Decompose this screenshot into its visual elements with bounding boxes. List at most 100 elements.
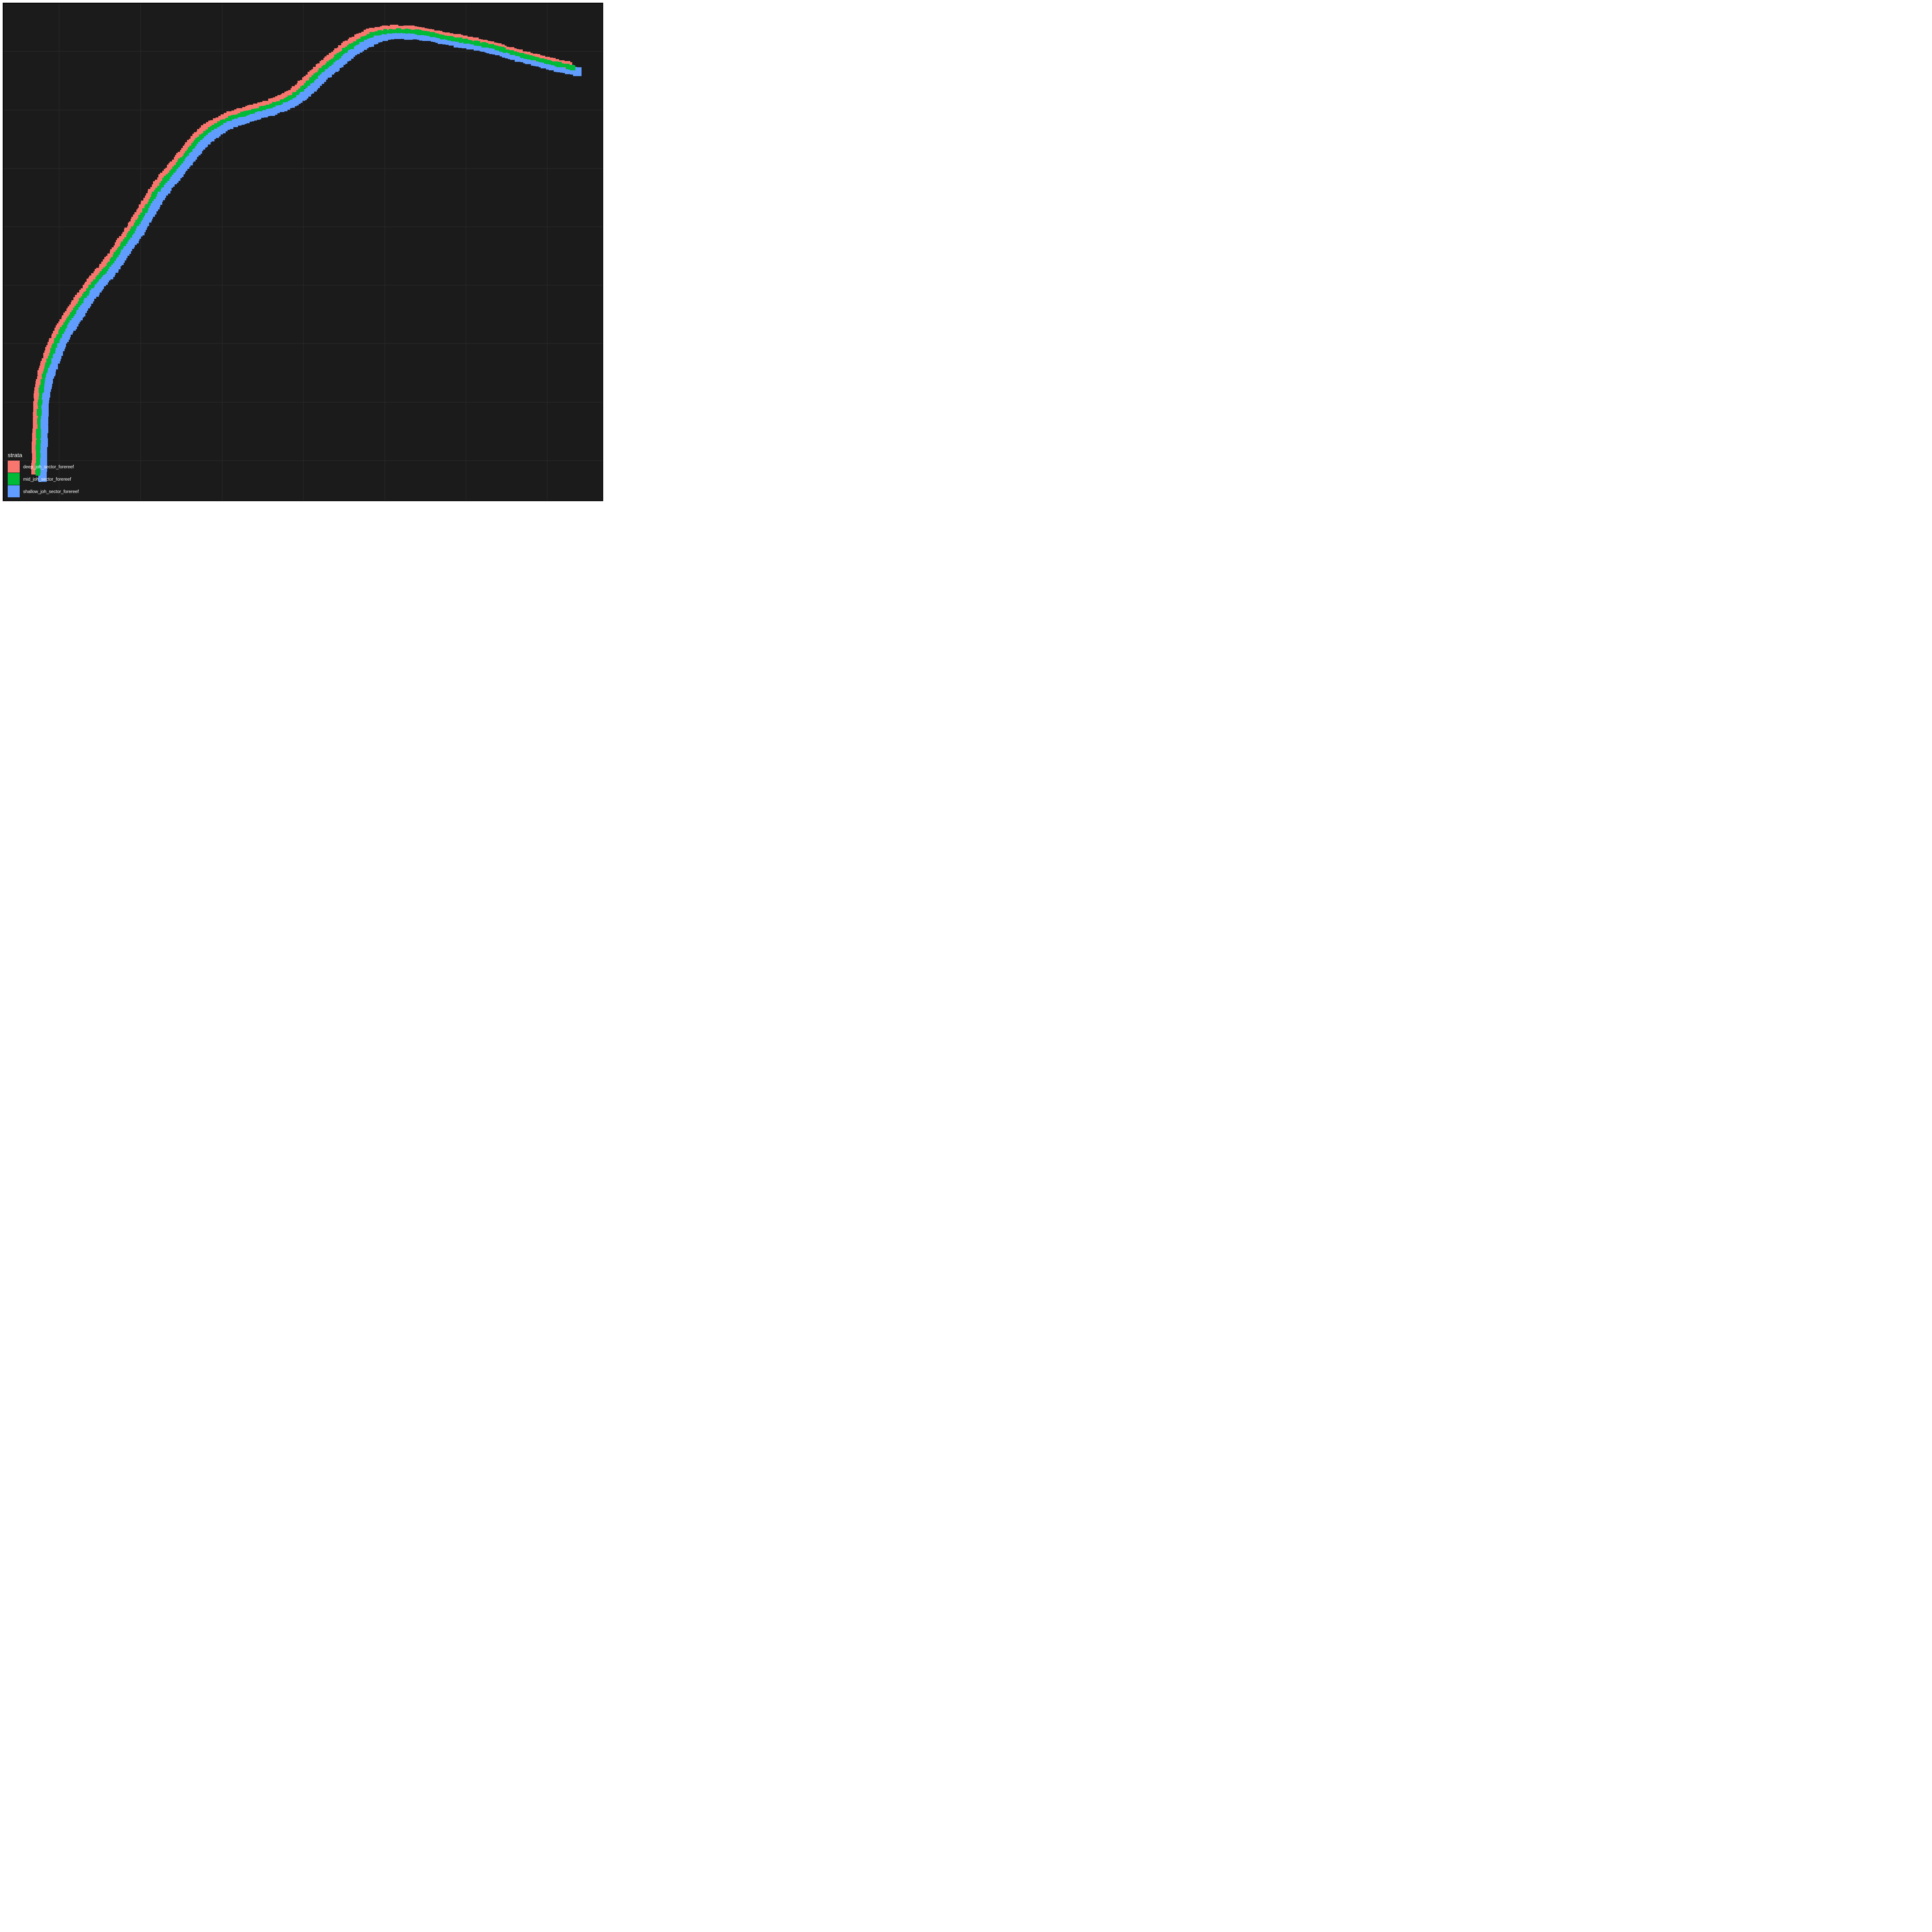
mid-stratum-cell <box>75 306 78 310</box>
mid-stratum-cell <box>435 34 439 38</box>
mid-stratum-cell <box>451 37 454 41</box>
mid-stratum-cell <box>97 275 101 279</box>
mid-stratum-cell <box>37 412 42 416</box>
mid-stratum-cell <box>405 29 408 34</box>
mid-stratum-cell <box>257 108 260 111</box>
mid-stratum-cell <box>41 379 45 383</box>
mid-stratum-cell <box>133 225 137 228</box>
mid-stratum-cell <box>37 402 42 405</box>
legend-swatch-deep <box>8 461 20 473</box>
mid-stratum-cell <box>300 86 304 92</box>
legend-label-deep: deep_joh_sector_forereef <box>23 465 74 469</box>
mid-stratum-cell <box>82 294 87 298</box>
mid-stratum-cell <box>52 344 57 348</box>
mid-stratum-cell <box>39 391 43 395</box>
mid-stratum-cell <box>38 415 41 419</box>
mid-stratum-cell <box>566 64 570 69</box>
mid-stratum-cell <box>37 437 40 441</box>
mid-stratum-cell <box>37 420 41 424</box>
mid-stratum-cell <box>536 57 539 61</box>
legend-swatch-mid <box>8 473 20 485</box>
mid-stratum-cell <box>408 29 411 33</box>
mid-stratum-cell <box>510 50 514 55</box>
mid-stratum-cell <box>420 31 423 35</box>
mid-stratum-cell <box>36 440 41 443</box>
mid-stratum-cell <box>86 288 90 293</box>
mid-stratum-cell <box>44 369 48 373</box>
mid-stratum-cell <box>39 385 44 389</box>
mid-stratum-cell <box>36 473 40 476</box>
strata-map: strata deep_joh_sector_forereef mid_joh_… <box>3 3 603 501</box>
mid-stratum-cell <box>107 263 111 267</box>
mid-stratum-cell <box>477 41 480 46</box>
mid-stratum-cell <box>356 39 359 44</box>
mid-stratum-cell <box>503 48 506 53</box>
mid-stratum-cell <box>287 95 293 100</box>
mid-stratum-cell <box>319 68 324 72</box>
legend-label-shallow: shallow_joh_sector_forereef <box>23 490 79 494</box>
mid-stratum-cell <box>36 451 40 454</box>
mid-stratum-cell <box>410 30 413 34</box>
mid-stratum-cell <box>149 199 152 203</box>
mid-stratum-cell <box>541 58 544 63</box>
mid-stratum-cell <box>56 337 60 340</box>
mid-stratum-cell <box>259 106 262 111</box>
mid-stratum-cell <box>269 104 273 108</box>
mid-stratum-cell <box>246 111 250 115</box>
mid-stratum-cell <box>38 406 41 412</box>
mid-stratum-cell <box>66 318 70 323</box>
mid-stratum-cell <box>544 59 547 64</box>
mid-stratum-cell <box>401 29 406 33</box>
mid-stratum-cell <box>523 54 527 59</box>
mid-stratum-cell <box>381 31 384 34</box>
mid-stratum-cell <box>222 119 226 123</box>
mid-stratum-cell <box>469 40 473 44</box>
mid-stratum-cell <box>83 292 89 296</box>
mid-stratum-cell <box>497 46 501 51</box>
mid-stratum-cell <box>353 41 357 45</box>
mid-stratum-cell <box>63 322 67 328</box>
mid-stratum-cell <box>248 110 253 114</box>
legend: strata deep_joh_sector_forereef mid_joh_… <box>8 452 79 497</box>
mid-stratum-cell <box>37 427 41 430</box>
mid-stratum-cell <box>375 31 379 36</box>
mid-stratum-cell <box>440 35 444 39</box>
mid-stratum-cell <box>99 273 103 277</box>
mid-stratum-cell <box>45 364 49 368</box>
mid-stratum-cell <box>111 257 116 261</box>
mid-stratum-cell <box>261 106 266 110</box>
mid-stratum-cell <box>36 443 41 447</box>
legend-item-mid: mid_joh_sector_forereef <box>8 473 71 485</box>
mid-stratum <box>35 28 575 476</box>
mid-stratum-cell <box>369 32 374 37</box>
mid-stratum-cell <box>231 115 234 119</box>
mid-stratum-cell <box>37 423 41 428</box>
mid-stratum-cell <box>185 151 189 156</box>
mid-stratum-cell <box>518 53 521 56</box>
mid-stratum-cell <box>134 223 139 226</box>
mid-stratum-cell <box>135 220 141 224</box>
mid-stratum-cell <box>208 127 211 132</box>
mid-stratum-cell <box>103 267 108 271</box>
mid-stratum-cell <box>298 88 302 92</box>
mid-stratum-cell <box>495 46 498 50</box>
mid-stratum-cell <box>520 53 524 58</box>
mid-stratum-cell <box>91 282 95 287</box>
mid-stratum-cell <box>272 102 276 107</box>
mid-stratum-cell <box>36 459 40 463</box>
mid-stratum-cell <box>67 316 71 320</box>
mid-stratum-cell <box>358 39 362 42</box>
mid-stratum-cell <box>145 206 148 211</box>
mid-stratum-cell <box>155 188 161 192</box>
strata-layers <box>31 25 582 482</box>
mid-stratum-cell <box>489 44 494 48</box>
mid-stratum-cell <box>228 116 232 121</box>
mid-stratum-cell <box>145 204 150 208</box>
mid-stratum-cell <box>225 118 229 121</box>
mid-stratum-cell <box>471 41 476 44</box>
mid-stratum-cell <box>484 43 488 48</box>
mid-stratum-cell <box>563 64 567 67</box>
mid-stratum-cell <box>479 43 483 46</box>
mid-stratum-cell <box>296 90 300 94</box>
mid-stratum-cell <box>39 396 42 401</box>
